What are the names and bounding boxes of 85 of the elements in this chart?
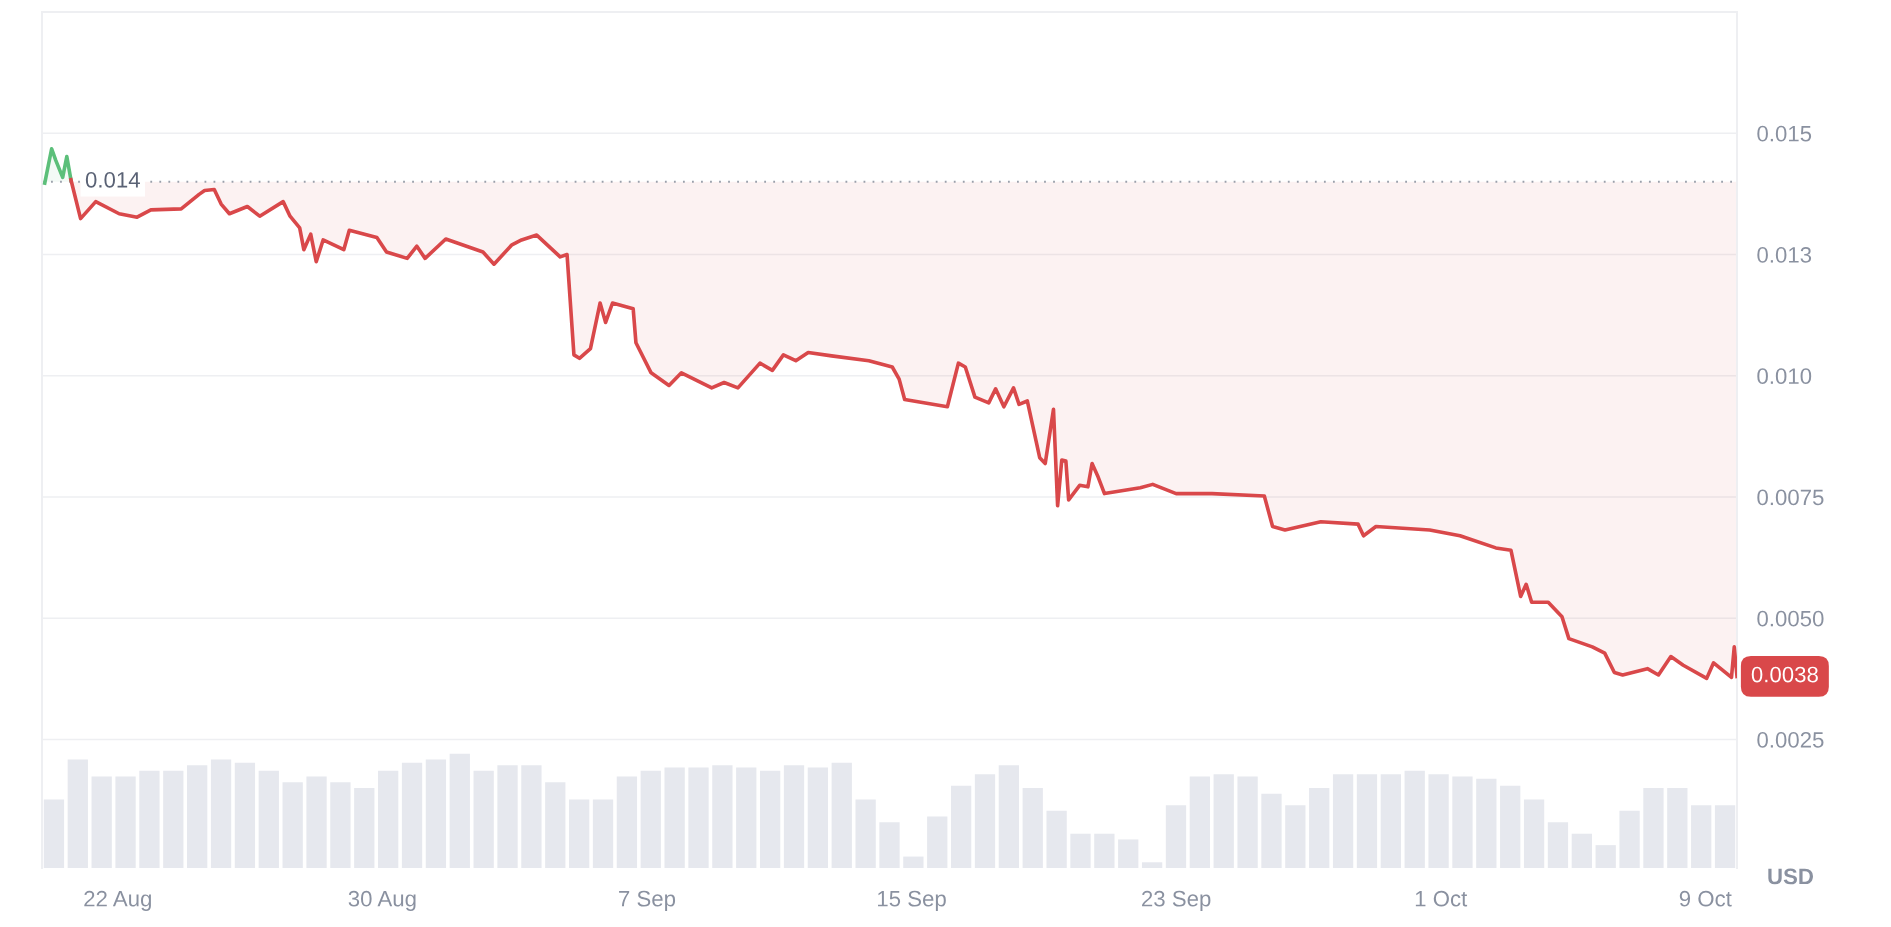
bar xyxy=(927,816,948,868)
bar xyxy=(974,774,996,868)
bar xyxy=(354,788,375,868)
y-tick-label: 0.013 xyxy=(1757,247,1812,263)
bar xyxy=(91,776,112,868)
bar xyxy=(378,770,399,868)
bar xyxy=(330,782,351,868)
bar xyxy=(282,782,303,868)
bar xyxy=(1118,839,1139,868)
bar xyxy=(1571,833,1592,868)
bar xyxy=(1380,774,1401,868)
x-tick-label: 15 Sep xyxy=(878,890,946,911)
x-tick-label: 30 Aug xyxy=(348,890,416,911)
x-tick-label: 1 Oct xyxy=(1415,890,1468,907)
bar xyxy=(1452,776,1473,868)
bar xyxy=(688,767,709,868)
bar xyxy=(1141,862,1163,868)
bar xyxy=(258,770,279,868)
bar xyxy=(306,776,327,868)
bar xyxy=(1547,822,1569,868)
y-tick-label: 0.010 xyxy=(1757,368,1812,385)
bar xyxy=(569,799,590,868)
bar xyxy=(879,822,900,868)
bar xyxy=(67,759,88,868)
bar xyxy=(1165,805,1187,868)
bar xyxy=(234,762,256,868)
bar xyxy=(1643,788,1664,868)
bar xyxy=(1285,805,1306,868)
bar xyxy=(115,776,136,868)
bar xyxy=(1356,774,1378,868)
bar xyxy=(497,765,518,868)
bar xyxy=(1500,785,1521,868)
bar xyxy=(425,759,447,868)
x-tick-label: 9 Oct xyxy=(1679,890,1732,907)
bar xyxy=(1523,799,1545,868)
bar xyxy=(1332,774,1354,868)
x-tick-label: 7 Sep xyxy=(619,890,676,911)
annotation: 0.0038 xyxy=(1751,666,1818,683)
bar xyxy=(1022,788,1043,868)
y-tick-label: 0.0025 xyxy=(1757,732,1824,748)
bar xyxy=(139,770,160,868)
bar xyxy=(712,765,733,868)
bar xyxy=(592,799,614,868)
bar xyxy=(1261,793,1282,868)
bar xyxy=(998,765,1020,868)
y-tick-label: 0.015 xyxy=(1757,125,1812,142)
bar xyxy=(473,770,494,868)
bar xyxy=(831,762,852,868)
y-tick-label: 0.0050 xyxy=(1757,610,1824,627)
bar xyxy=(759,770,781,868)
bar xyxy=(210,759,232,868)
bar xyxy=(1237,776,1258,868)
bar xyxy=(1667,788,1688,868)
bar xyxy=(1691,805,1712,868)
bar xyxy=(783,765,805,868)
y-axis-title: USD xyxy=(1768,868,1813,885)
bar xyxy=(616,776,638,868)
bar xyxy=(1404,770,1425,868)
bar xyxy=(903,856,924,868)
ref-line-label: 0.014 xyxy=(85,171,140,188)
bar xyxy=(401,762,423,868)
bar xyxy=(1189,776,1210,868)
bar xyxy=(640,770,661,868)
bar xyxy=(950,785,972,868)
bar xyxy=(1070,833,1091,868)
bar xyxy=(1428,774,1449,868)
bar xyxy=(1046,810,1067,868)
x-tick-label: 22 Aug xyxy=(84,890,151,911)
bar xyxy=(1309,788,1330,868)
bar xyxy=(1619,810,1640,868)
y-tick-label: 0.0075 xyxy=(1757,489,1824,506)
bar xyxy=(807,767,829,868)
bar xyxy=(736,767,757,868)
bar xyxy=(1476,778,1497,868)
bar xyxy=(855,799,876,868)
bar xyxy=(187,765,208,868)
bar xyxy=(1094,833,1115,868)
bar xyxy=(521,765,542,868)
bar xyxy=(1213,774,1234,868)
bar xyxy=(664,767,685,868)
x-tick-label: 23 Sep xyxy=(1142,890,1211,911)
bar xyxy=(545,782,566,868)
bar xyxy=(1595,845,1616,868)
bar xyxy=(449,753,470,868)
bar xyxy=(163,770,184,868)
